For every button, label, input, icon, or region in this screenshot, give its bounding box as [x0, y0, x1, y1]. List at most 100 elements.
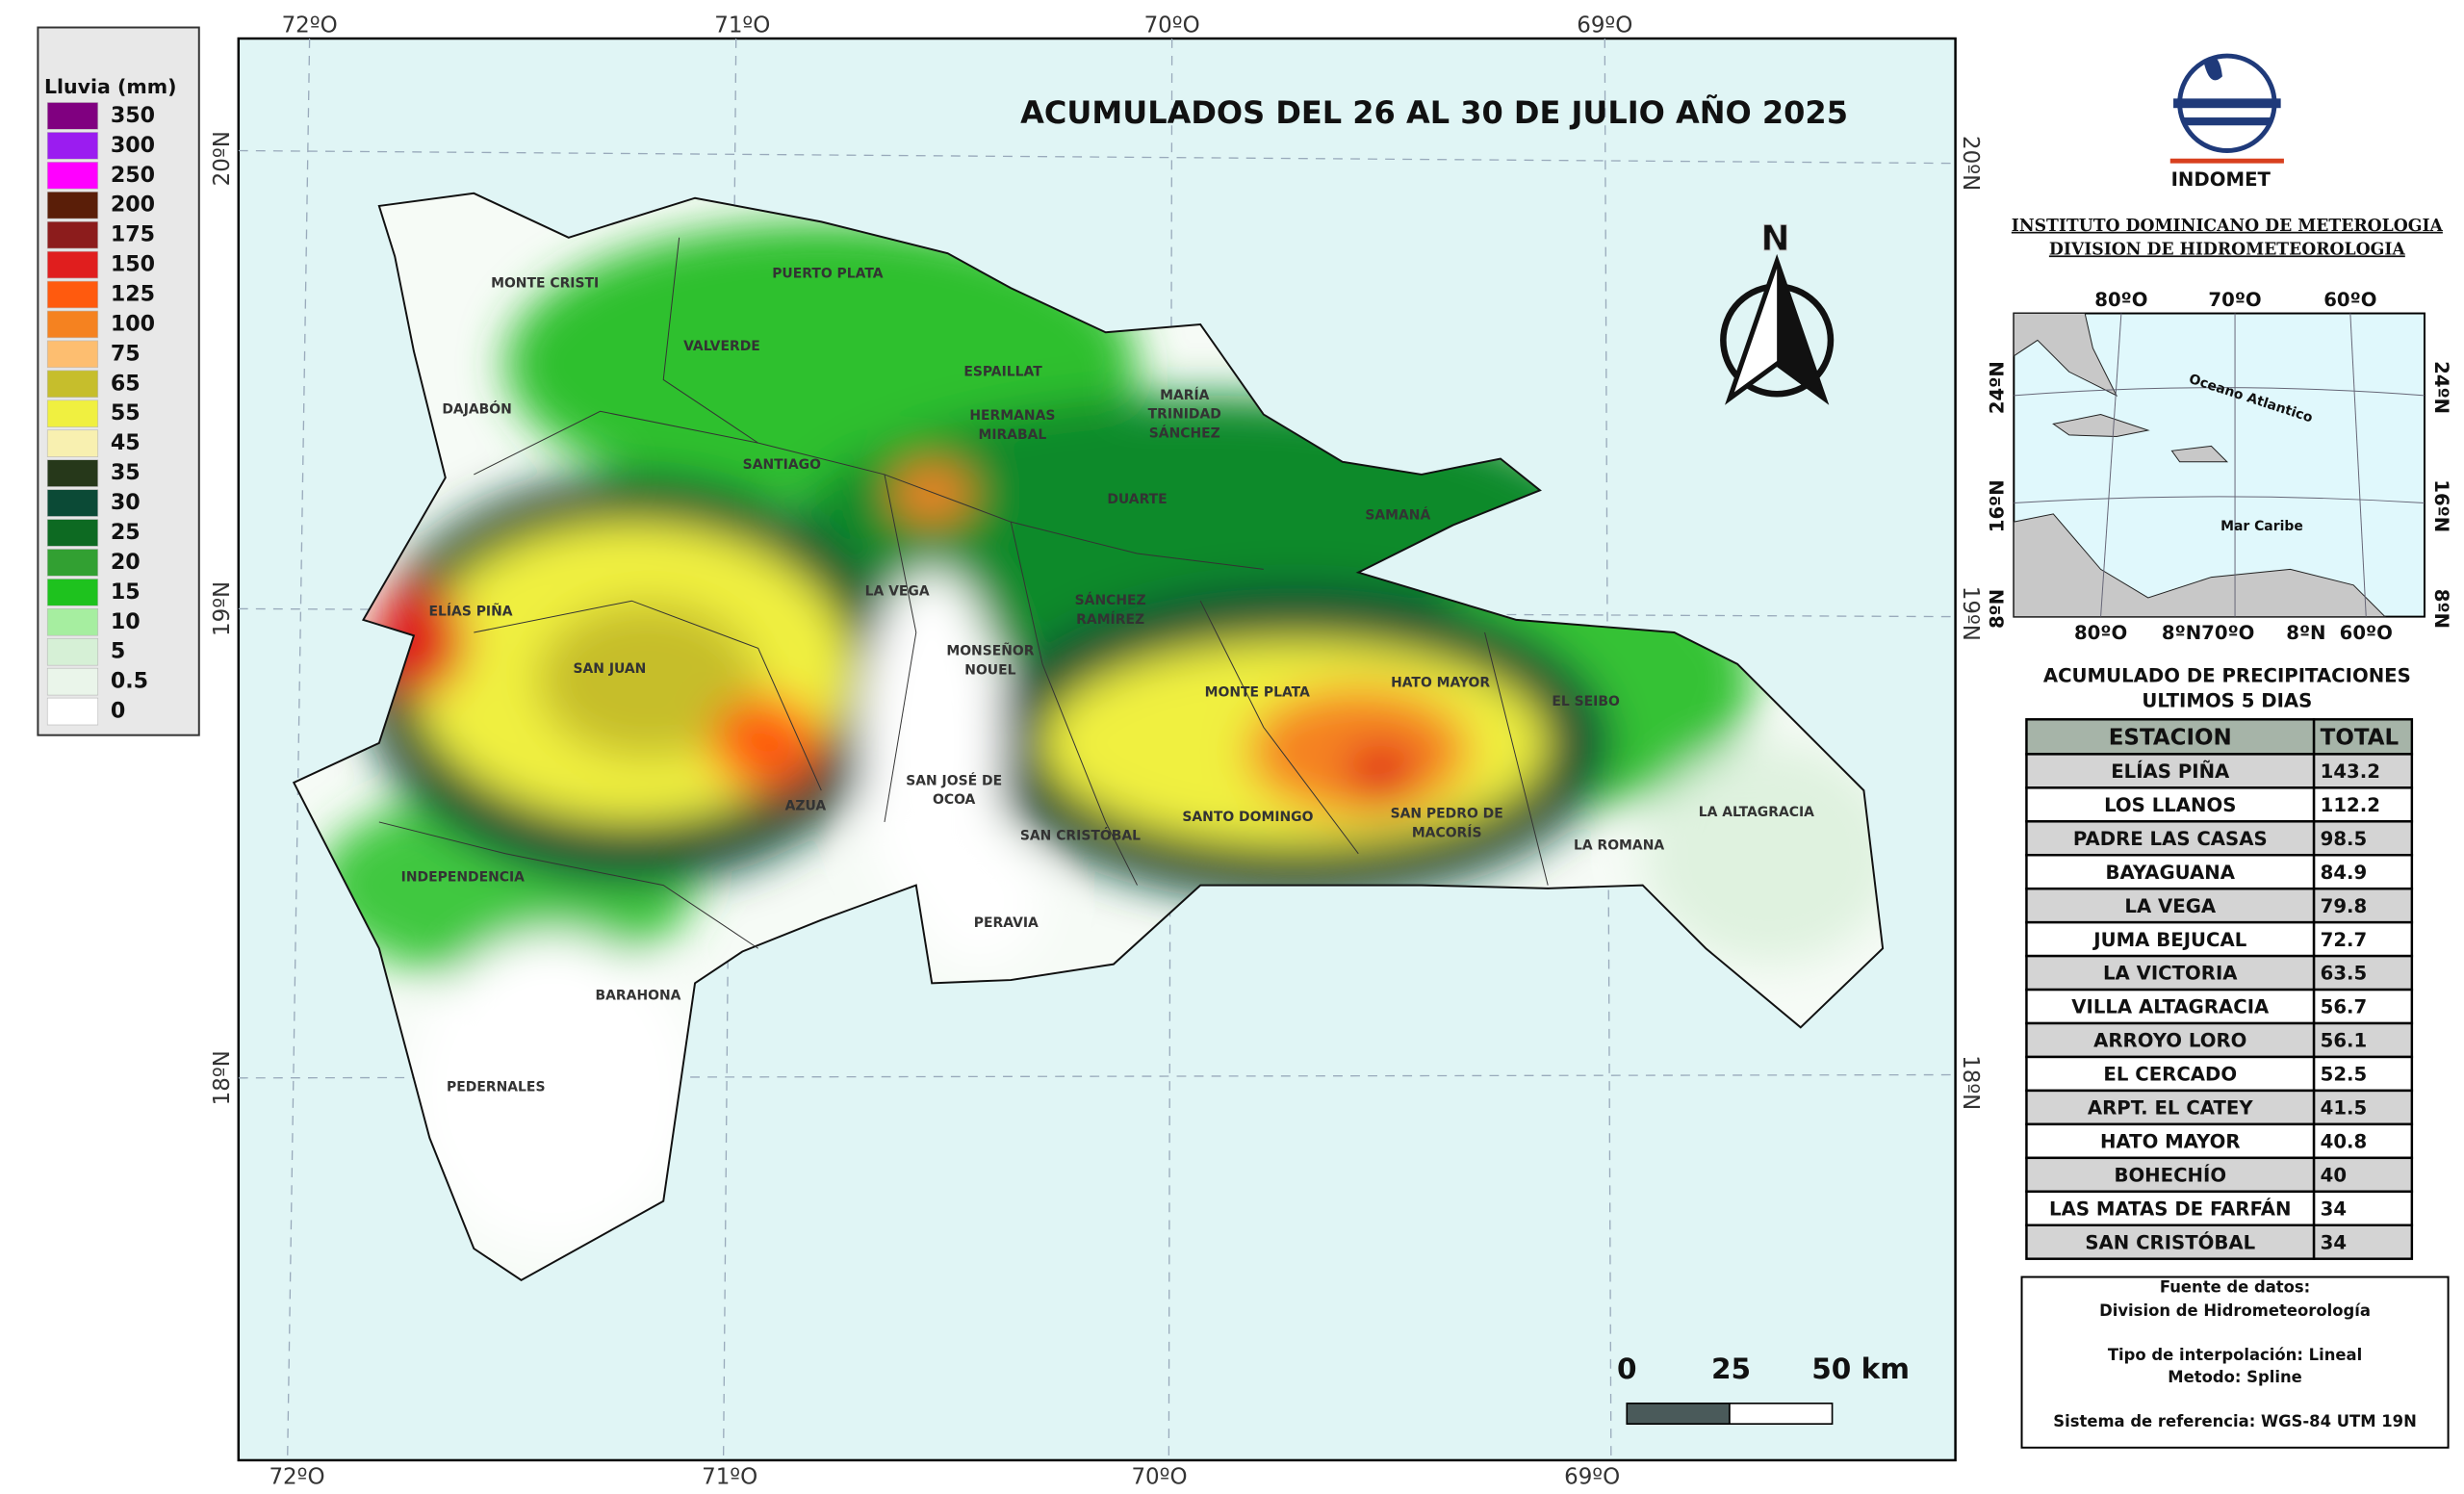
- table-cell: [2025, 820, 2316, 857]
- inset-lon-label: 60ºO: [2340, 622, 2393, 644]
- station-total: 34: [2321, 1198, 2347, 1220]
- lon-label: 71ºO: [714, 13, 770, 38]
- inset-lat-label: 24ºN: [1986, 361, 2008, 414]
- station-name: PADRE LAS CASAS: [2073, 828, 2268, 850]
- lat-label: 19ºN: [210, 581, 235, 636]
- legend-swatch: [46, 489, 99, 517]
- table-subtitle: ULTIMOS 5 DIAS: [2142, 690, 2312, 712]
- legend-swatch: [46, 310, 99, 339]
- lon-label: 69ºO: [1577, 13, 1632, 38]
- station-total: 79.8: [2321, 895, 2368, 917]
- legend-label: 250: [111, 163, 155, 188]
- inset-lat-label: 8ºN: [1986, 589, 2008, 629]
- legend-swatch: [46, 370, 99, 399]
- table-cell: [2025, 920, 2316, 958]
- station-name: BOHECHÍO: [2114, 1164, 2226, 1186]
- legend-label: 0.5: [111, 669, 148, 694]
- station-total: 72.7: [2321, 929, 2368, 951]
- legend-swatch: [46, 220, 99, 249]
- station-total: 41.5: [2321, 1097, 2368, 1120]
- station-total: 52.5: [2321, 1064, 2368, 1086]
- logo: [2169, 53, 2284, 164]
- place-label: ELÍAS PIÑA: [428, 604, 512, 620]
- inset-lon-label: 60ºO: [2323, 289, 2376, 311]
- table-cell: [2312, 1021, 2414, 1059]
- place-label: SAN JOSÉ DE: [906, 772, 1002, 788]
- station-total: 63.5: [2321, 963, 2368, 985]
- legend-label: 150: [111, 252, 155, 277]
- province-borders: [378, 237, 1549, 949]
- lat-label: 19ºN: [1958, 586, 1983, 641]
- legend-swatch: [46, 519, 99, 547]
- lat-label: 18ºN: [210, 1050, 235, 1105]
- table-cell: [2025, 1122, 2316, 1160]
- legend-label: 200: [111, 193, 155, 218]
- station-name: ARROYO LORO: [2093, 1030, 2246, 1052]
- lon-label: 72ºO: [269, 1464, 324, 1489]
- legend-swatch: [46, 102, 99, 130]
- legend-swatch: [46, 429, 99, 457]
- place-label: MONSEÑOR: [946, 643, 1034, 659]
- legend-label: 55: [111, 400, 141, 425]
- place-label: SAN JUAN: [573, 661, 646, 677]
- lon-label: 70ºO: [1144, 13, 1200, 38]
- station-total: 84.9: [2321, 862, 2368, 884]
- legend-label: 5: [111, 639, 125, 664]
- legend-label: 45: [111, 430, 141, 455]
- north-arrow: [1720, 253, 1835, 405]
- station-total: 56.7: [2321, 996, 2368, 1018]
- station-name: VILLA ALTAGRACIA: [2071, 996, 2270, 1018]
- table-header: ESTACION: [2109, 725, 2232, 750]
- place-label: RAMÍREZ: [1076, 611, 1144, 628]
- note-line: Division de Hidrometeorología: [2099, 1301, 2371, 1320]
- place-label: VALVERDE: [683, 339, 760, 354]
- legend-swatch: [46, 250, 99, 279]
- legend-label: 15: [111, 580, 141, 605]
- place-label: LA ROMANA: [1574, 838, 1664, 854]
- stations-table: ESTACION TOTAL ELÍAS PIÑA 143.2 LOS LLANOS 11…: [2025, 718, 2414, 1260]
- table-cell: [2312, 1055, 2414, 1093]
- station-name: ARPT. EL CATEY: [2088, 1097, 2253, 1120]
- table-cell: [2312, 1224, 2414, 1260]
- note-line: Tipo de interpolación: Lineal: [2108, 1346, 2362, 1364]
- legend-swatch: [46, 191, 99, 219]
- place-label: SANTO DOMINGO: [1182, 810, 1313, 825]
- place-label: PUERTO PLATA: [772, 267, 884, 282]
- place-label: SAN CRISTÓBAL: [1020, 827, 1141, 844]
- station-total: 40.8: [2321, 1130, 2368, 1152]
- place-label: INDEPENDENCIA: [401, 869, 526, 885]
- lon-label: 72ºO: [282, 13, 338, 38]
- table-cell: [2312, 1122, 2414, 1160]
- station-name: LAS MATAS DE FARFÁN: [2049, 1198, 2291, 1220]
- legend-swatch: [46, 161, 99, 190]
- legend-swatch: [46, 399, 99, 428]
- division-name: DIVISION DE HIDROMETEOROLOGIA: [2049, 240, 2406, 259]
- inset-lat-label: 24ºN: [2430, 361, 2452, 414]
- place-label: HERMANAS: [969, 408, 1055, 424]
- legend-swatch: [46, 340, 99, 369]
- inset-lon-label: 80ºO: [2074, 622, 2127, 644]
- legend-label: 125: [111, 282, 155, 307]
- place-label: AZUA: [785, 799, 827, 814]
- place-label: DUARTE: [1107, 492, 1167, 507]
- legend-swatch: [46, 608, 99, 636]
- station-total: 143.2: [2321, 760, 2380, 783]
- place-label: TRINIDAD: [1148, 407, 1221, 423]
- legend-swatch: [46, 459, 99, 487]
- place-label: SANTIAGO: [743, 457, 821, 473]
- table-cell: [2025, 753, 2316, 789]
- legend-label: 175: [111, 222, 155, 247]
- lon-label: 69ºO: [1564, 1464, 1620, 1489]
- legend-swatch: [46, 637, 99, 666]
- legend-swatch: [46, 549, 99, 577]
- north-label: N: [1760, 218, 1789, 259]
- logo-text: INDOMET: [2171, 168, 2272, 191]
- place-label: SAMANÁ: [1365, 507, 1430, 524]
- legend-label: 30: [111, 490, 141, 515]
- table-cell: [2312, 1190, 2414, 1226]
- legend-swatch: [46, 132, 99, 160]
- place-label: MONTE PLATA: [1205, 684, 1310, 700]
- place-label: BARAHONA: [596, 988, 681, 1003]
- table-cell: [2312, 887, 2414, 924]
- table-cell: [2025, 1224, 2316, 1260]
